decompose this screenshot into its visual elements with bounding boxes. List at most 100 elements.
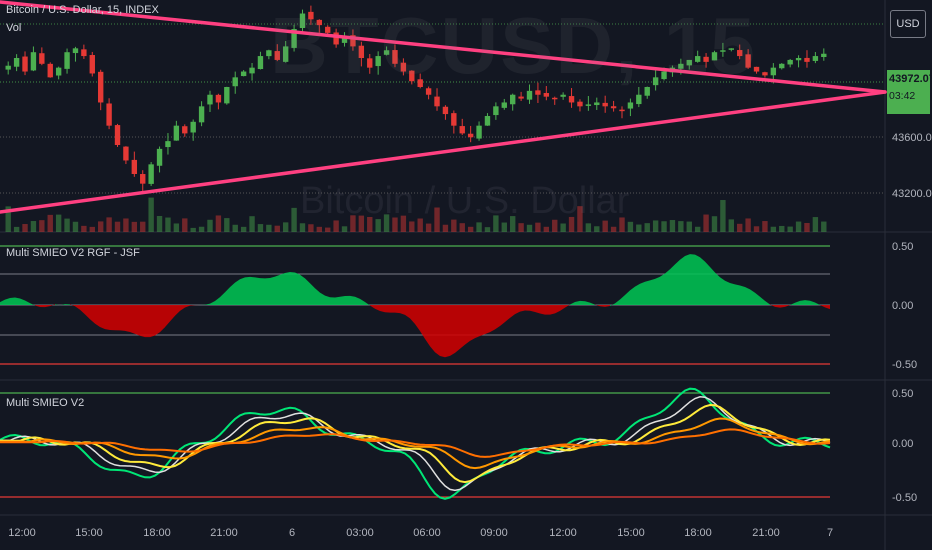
osc-area-segment (770, 304, 775, 307)
time-tick: 6 (289, 527, 295, 539)
time-tick: 21:00 (210, 527, 238, 539)
candle-body (409, 70, 415, 82)
volume-bar (652, 220, 659, 232)
osc-area-segment (255, 277, 260, 305)
currency-button[interactable]: USD (890, 10, 926, 38)
osc-tick: 0.50 (892, 241, 913, 253)
osc-area-segment (740, 285, 745, 305)
osc-area-segment (205, 303, 210, 305)
osc-area-segment (285, 272, 290, 305)
volume-title[interactable]: Vol (6, 22, 22, 34)
slow-line (0, 417, 831, 470)
osc-area-segment (435, 305, 440, 357)
volume-bar (89, 226, 95, 232)
candle-body (594, 102, 600, 106)
osc-area-segment (310, 283, 315, 305)
osc-area-segment (300, 274, 305, 305)
osc-area-segment (820, 304, 825, 308)
volume-bar (190, 227, 196, 232)
candle-body (291, 29, 297, 48)
candle-body (703, 56, 709, 62)
candle-body (720, 50, 726, 52)
osc-area-segment (480, 305, 485, 336)
osc-area-segment (595, 304, 600, 307)
bar-countdown: 03:42 (889, 90, 916, 102)
candle-body (392, 50, 398, 64)
indicator-2-title[interactable]: Multi SMIEO V2 (6, 397, 85, 409)
candles (5, 5, 827, 191)
osc-area-segment (430, 305, 435, 353)
osc-area-segment (685, 254, 690, 305)
volume-bar (198, 226, 205, 232)
volume-bar (804, 222, 810, 232)
candle-body (577, 101, 583, 107)
osc-area-segment (215, 297, 220, 305)
osc-area-segment (55, 304, 60, 306)
candle-body (55, 67, 62, 76)
osc-area-segment (330, 297, 335, 305)
osc-area-segment (530, 305, 535, 312)
candle-body (568, 96, 575, 103)
candle-body (711, 52, 718, 61)
osc-area-segment (370, 305, 375, 309)
osc-area-segment (50, 304, 55, 307)
osc-area-segment (105, 305, 110, 330)
osc-area-segment (305, 278, 310, 305)
volume-bar (316, 226, 322, 232)
candle-body (644, 87, 650, 96)
osc-area-segment (175, 305, 180, 316)
volume-bar (165, 217, 171, 232)
volume-bar (543, 226, 550, 232)
candle-body (266, 50, 272, 57)
osc-area-segment (440, 305, 445, 358)
osc-area-segment (725, 280, 730, 305)
candle-body (501, 102, 507, 108)
osc-area-segment (500, 305, 505, 326)
volume-bar (375, 219, 381, 232)
osc-area-segment (715, 272, 720, 305)
osc-area-segment (145, 305, 150, 338)
osc-area-segment (410, 305, 415, 324)
osc-area-segment (805, 300, 810, 305)
volume-bar (745, 218, 751, 232)
candle-body (627, 102, 634, 109)
osc-area-segment (400, 305, 405, 315)
osc-area-segment (505, 305, 510, 322)
candle-body (543, 93, 550, 97)
time-tick: 15:00 (75, 527, 103, 539)
candle-body (585, 104, 592, 106)
candle-body (459, 126, 465, 134)
volume-bar (711, 216, 718, 232)
time-tick: 12:00 (549, 527, 577, 539)
candle-body (232, 77, 238, 87)
volume-bar (560, 223, 566, 232)
volume-bar (266, 224, 272, 232)
candle-body (804, 57, 810, 62)
candle-body (350, 35, 356, 47)
candle-body (316, 19, 322, 26)
osc-area-segment (570, 302, 575, 305)
volume-bar (224, 218, 230, 232)
candle-body (13, 58, 20, 67)
volume-bar (333, 220, 339, 232)
osc-area-segment (95, 305, 100, 328)
osc-area-segment (540, 305, 545, 315)
osc-area-segment (350, 295, 355, 305)
volume-bar (148, 197, 154, 232)
osc-area-segment (660, 273, 665, 305)
osc-area-segment (180, 305, 185, 311)
symbol-title[interactable]: Bitcoin / U.S. Dollar, 15, INDEX (6, 4, 159, 16)
osc-area-segment (380, 305, 385, 313)
volume-bar (526, 224, 533, 232)
osc-area-segment (155, 305, 160, 336)
candle-body (215, 94, 222, 103)
osc-area-segment (90, 305, 95, 324)
volume-bar (114, 221, 121, 232)
volume-bar (821, 221, 827, 232)
indicator-1-title[interactable]: Multi SMIEO V2 RGF - JSF (6, 247, 140, 259)
osc-tick: 0.00 (892, 438, 913, 450)
osc-area-segment (495, 305, 500, 330)
osc-area-segment (355, 296, 360, 305)
